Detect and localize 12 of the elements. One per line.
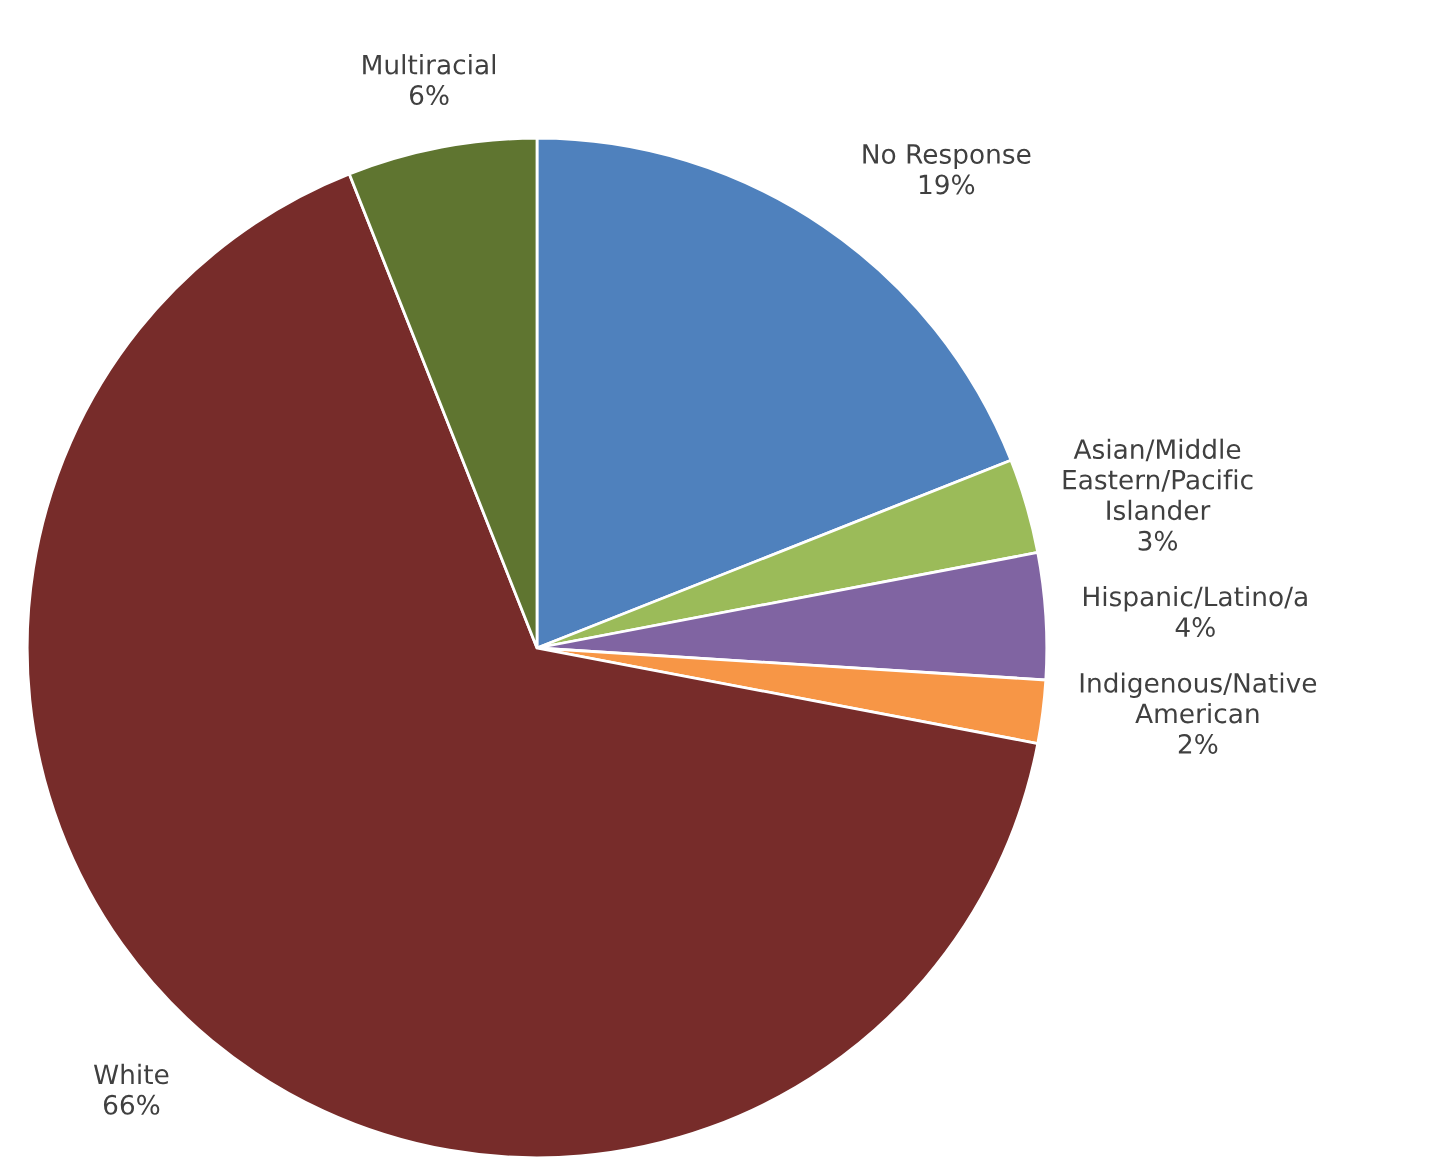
slice-label: White bbox=[93, 1063, 169, 1085]
slice-label: Indigenous/Native American bbox=[1080, 672, 1317, 724]
data-label: 19% bbox=[919, 174, 975, 195]
data-label: 3% bbox=[1138, 530, 1178, 551]
slice-label: Asian/Middle Eastern/Pacific Islander bbox=[1063, 438, 1253, 521]
slice-label: Hispanic/Latino/a bbox=[1084, 586, 1307, 612]
data-label: 2% bbox=[1178, 733, 1218, 754]
slice-label: Multiracial bbox=[363, 54, 496, 75]
data-label: 66% bbox=[103, 1094, 160, 1115]
data-label: 6% bbox=[409, 85, 449, 106]
slice-label: No Response bbox=[863, 144, 1031, 170]
data-label: 4% bbox=[1175, 617, 1215, 637]
